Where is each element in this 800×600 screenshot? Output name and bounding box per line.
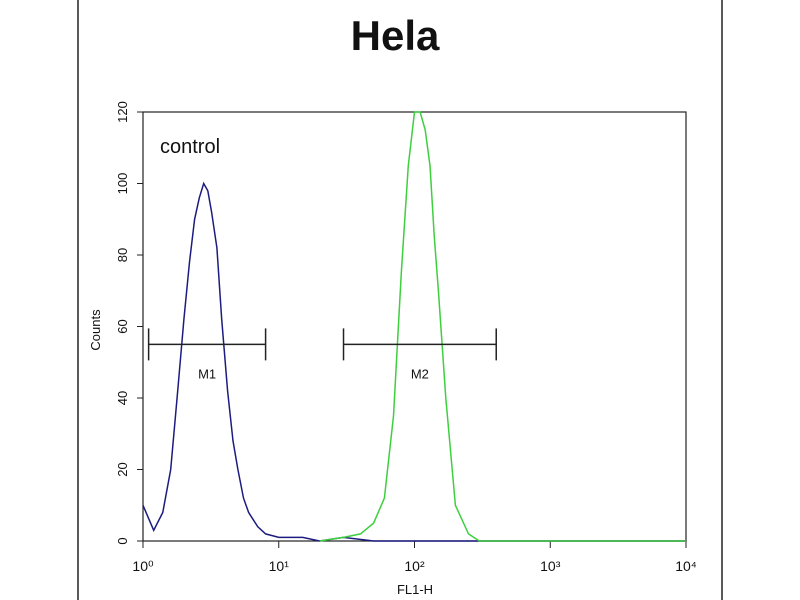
annotation: control	[160, 136, 220, 158]
plot-frame	[142, 111, 687, 542]
x-tick-label: 10¹	[269, 558, 290, 574]
marker-label: M1	[198, 366, 216, 381]
series-line	[319, 111, 686, 542]
x-tick-label: 10²	[404, 558, 425, 574]
y-tick-label: 20	[115, 462, 130, 476]
y-tick-label: 60	[115, 319, 130, 333]
chart-title: Hela	[351, 12, 440, 59]
x-tick-label: 10³	[540, 558, 561, 574]
series-line	[142, 181, 686, 542]
x-axis-label: FL1-H	[397, 582, 433, 597]
y-tick-label: 120	[115, 101, 130, 123]
y-tick-label: 80	[115, 248, 130, 262]
x-tick-label: 10⁰	[132, 558, 154, 574]
y-tick-label: 0	[115, 537, 130, 544]
marker-label: M2	[411, 366, 429, 381]
y-tick-label: 100	[115, 173, 130, 195]
x-tick-label: 10⁴	[675, 558, 697, 574]
y-tick-label: 40	[115, 391, 130, 405]
y-axis-label: Counts	[88, 309, 103, 351]
